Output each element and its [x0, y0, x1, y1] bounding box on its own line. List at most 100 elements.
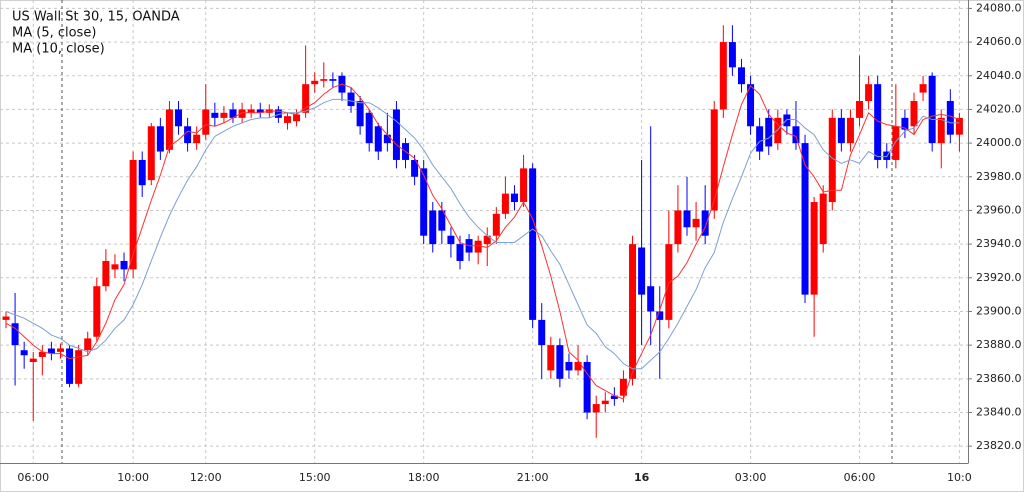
- candle-body: [656, 311, 664, 320]
- candle-body: [175, 109, 183, 127]
- candle-body: [274, 109, 282, 118]
- x-tick-label: 15:00: [299, 471, 331, 484]
- candle-body: [211, 112, 219, 118]
- candle-body: [438, 210, 446, 231]
- candle-body: [138, 159, 146, 186]
- candle-body: [392, 109, 400, 160]
- candle-body: [865, 84, 873, 102]
- candle-body: [47, 348, 55, 354]
- candle-body: [66, 348, 74, 384]
- candle-body: [283, 116, 291, 123]
- candle-body: [774, 117, 782, 144]
- candle-body: [365, 112, 373, 144]
- candle-body: [302, 84, 310, 113]
- ma-line: [5, 83, 960, 400]
- x-tick-label: 06:00: [844, 471, 876, 484]
- candle-body: [747, 84, 755, 127]
- candle-body: [84, 338, 92, 351]
- candle-body: [728, 42, 736, 68]
- legend-entry: MA (5, close): [12, 26, 96, 41]
- candle-body: [874, 84, 882, 160]
- candle-body: [638, 247, 646, 295]
- candle-body: [783, 114, 791, 127]
- x-tick-label: 06:00: [17, 471, 49, 484]
- candle-body: [583, 361, 591, 413]
- candle-body: [420, 168, 428, 236]
- candle-body: [737, 67, 745, 85]
- legend-entry: MA (10, close): [12, 42, 105, 57]
- x-tick-label: 16: [634, 471, 650, 484]
- y-tick-label: 24060.0: [976, 35, 1022, 48]
- candle-body: [56, 348, 64, 352]
- candle-body: [955, 117, 963, 135]
- y-tick-label: 23880.0: [976, 338, 1022, 351]
- candle-body: [710, 109, 718, 211]
- candle-body: [347, 92, 355, 107]
- chart-title: US Wall St 30, 15, OANDA: [12, 10, 180, 25]
- candle-body: [20, 350, 28, 356]
- candle-body: [792, 126, 800, 144]
- candle-body: [93, 286, 101, 337]
- candle-body: [683, 210, 691, 228]
- candle-body: [538, 319, 546, 346]
- candle-body: [2, 316, 10, 320]
- candle-body: [928, 75, 936, 144]
- candle-body: [574, 361, 582, 371]
- x-tick-label: 03:00: [735, 471, 767, 484]
- candle-body: [937, 117, 945, 144]
- x-tick-label: 10:00: [117, 471, 149, 484]
- candle-body: [674, 210, 682, 245]
- ma-line: [5, 98, 960, 370]
- candle-body: [147, 126, 155, 181]
- x-tick-label: 18:00: [408, 471, 440, 484]
- y-tick-label: 23840.0: [976, 405, 1022, 418]
- candle-body: [801, 143, 809, 295]
- candle-body: [719, 42, 727, 110]
- candle-body: [619, 378, 627, 396]
- candle-body: [601, 400, 609, 405]
- candle-body: [629, 244, 637, 379]
- y-tick-label: 23960.0: [976, 203, 1022, 216]
- y-tick-label: 23920.0: [976, 271, 1022, 284]
- candle-body: [892, 126, 900, 160]
- candle-body: [202, 109, 210, 135]
- candle-body: [610, 395, 618, 400]
- candle-body: [692, 218, 700, 228]
- x-tick-label: 10:0: [947, 471, 972, 484]
- plot: [2, 25, 963, 438]
- candle-body: [946, 101, 954, 135]
- candle-body: [520, 168, 528, 203]
- candle-body: [510, 193, 518, 203]
- y-tick-label: 23940.0: [976, 237, 1022, 250]
- candle-body: [38, 351, 46, 357]
- candle-body: [756, 126, 764, 152]
- candle-body: [556, 345, 564, 379]
- candle-body: [501, 193, 509, 214]
- candle-body: [765, 117, 773, 147]
- candle-body: [901, 117, 909, 130]
- candle-body: [229, 109, 237, 118]
- candle-body: [374, 126, 382, 152]
- candle-body: [665, 244, 673, 320]
- y-tick-label: 23860.0: [976, 372, 1022, 385]
- candle-body: [120, 260, 128, 270]
- candle-body: [810, 202, 818, 295]
- candle-body: [129, 159, 137, 270]
- candle-body: [320, 79, 328, 81]
- candle-body: [356, 101, 364, 127]
- candle-body: [11, 323, 19, 346]
- candle-body: [411, 159, 419, 177]
- candle-body: [910, 101, 918, 127]
- candle-body: [456, 244, 464, 261]
- y-tick-label: 24080.0: [976, 1, 1022, 14]
- candle-body: [193, 134, 201, 144]
- y-tick-label: 24040.0: [976, 69, 1022, 82]
- x-tick-label: 12:00: [190, 471, 222, 484]
- candle-body: [102, 260, 110, 287]
- candle-body: [819, 193, 827, 245]
- candle-body: [383, 134, 391, 144]
- candle-body: [547, 345, 555, 371]
- candle-body: [837, 117, 845, 144]
- candle-body: [565, 361, 573, 371]
